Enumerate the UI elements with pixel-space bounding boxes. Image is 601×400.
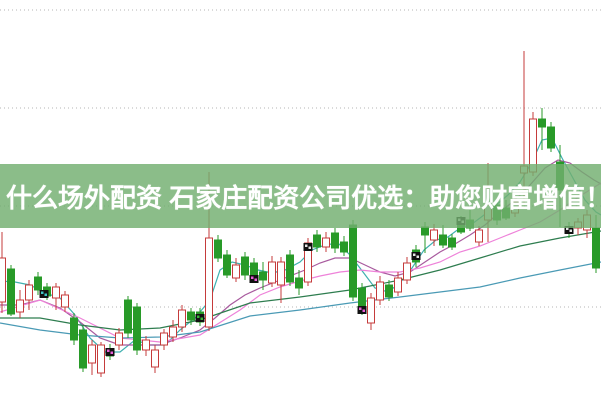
marker-dot bbox=[359, 307, 362, 310]
candle-body-up bbox=[205, 237, 213, 328]
candle-body-down bbox=[124, 299, 132, 334]
marker-dot bbox=[197, 315, 200, 318]
candle-body-up bbox=[169, 326, 177, 338]
candle-marker bbox=[411, 252, 421, 260]
candle-body-down bbox=[133, 306, 141, 351]
candle-body-down bbox=[592, 227, 600, 269]
candle-body-down bbox=[313, 234, 321, 248]
candle-marker bbox=[105, 348, 115, 356]
candle-body-down bbox=[538, 118, 546, 128]
marker-dot bbox=[110, 351, 113, 354]
marker-dot bbox=[566, 227, 569, 230]
candle-body-down bbox=[7, 268, 15, 315]
candle-marker bbox=[564, 226, 574, 234]
candle-body-down bbox=[259, 271, 267, 281]
candle-body-up bbox=[52, 286, 60, 299]
candle-body-up bbox=[0, 257, 6, 303]
marker-dot bbox=[305, 244, 308, 247]
candle-body-down bbox=[214, 239, 222, 259]
candle-body-up bbox=[376, 281, 384, 301]
candle-marker bbox=[303, 243, 313, 251]
candle-body-down bbox=[421, 226, 429, 236]
candle-body-up bbox=[268, 261, 276, 284]
candle-body-down bbox=[223, 254, 231, 276]
candle-body-up bbox=[430, 229, 438, 241]
candle-body-up bbox=[25, 284, 33, 301]
candle-body-down bbox=[448, 237, 456, 248]
marker-dot bbox=[254, 278, 257, 281]
candle-body-down bbox=[241, 256, 249, 276]
candle-body-up bbox=[97, 344, 105, 374]
marker-dot bbox=[44, 293, 47, 296]
candle-body-up bbox=[322, 237, 330, 248]
marker-dot bbox=[416, 255, 419, 258]
candle-body-down bbox=[34, 276, 42, 291]
candle-body-down bbox=[250, 262, 258, 278]
candle-body-down bbox=[439, 234, 447, 246]
candle-body-down bbox=[295, 277, 303, 289]
candle-body-down bbox=[70, 317, 78, 341]
candle-body-down bbox=[547, 126, 555, 149]
candle-body-down bbox=[187, 311, 195, 321]
candle-body-up bbox=[115, 332, 123, 346]
candle-body-down bbox=[349, 224, 357, 298]
marker-dot bbox=[569, 229, 572, 232]
marker-dot bbox=[200, 317, 203, 320]
candle-marker bbox=[195, 314, 205, 322]
candle-body-up bbox=[178, 309, 186, 328]
candle-body-up bbox=[61, 294, 69, 308]
marker-dot bbox=[362, 309, 365, 312]
marker-dot bbox=[308, 246, 311, 249]
candle-marker bbox=[249, 275, 259, 283]
candle-body-up bbox=[160, 332, 168, 346]
candle-body-up bbox=[394, 277, 402, 293]
candle-body-up bbox=[142, 339, 150, 351]
candle-body-up bbox=[367, 297, 375, 324]
candle-body-down bbox=[286, 254, 294, 283]
promo-banner: 什么场外配资 石家庄配资公司优选：助您财富增值！ bbox=[0, 164, 601, 228]
marker-dot bbox=[413, 253, 416, 256]
ma-line-steelblue bbox=[0, 261, 601, 339]
candle-body-up bbox=[16, 299, 24, 313]
candle-body-down bbox=[385, 284, 393, 298]
candle-body-up bbox=[475, 229, 483, 243]
candle-body-up bbox=[232, 264, 240, 279]
ma-line-seagreen bbox=[0, 230, 601, 331]
candle-marker bbox=[357, 306, 367, 314]
candle-marker bbox=[39, 290, 49, 298]
candle-body-down bbox=[331, 232, 339, 249]
candle-body-down bbox=[340, 241, 348, 253]
promo-banner-text: 什么场外配资 石家庄配资公司优选：助您财富增值！ bbox=[6, 182, 601, 213]
candle-body-up bbox=[88, 344, 96, 364]
marker-dot bbox=[251, 276, 254, 279]
candle-body-down bbox=[358, 287, 366, 308]
marker-dot bbox=[41, 291, 44, 294]
candle-body-up bbox=[277, 261, 285, 286]
candle-body-up bbox=[151, 349, 159, 368]
candle-body-up bbox=[403, 262, 411, 281]
candle-body-down bbox=[79, 329, 87, 369]
marker-dot bbox=[107, 349, 110, 352]
